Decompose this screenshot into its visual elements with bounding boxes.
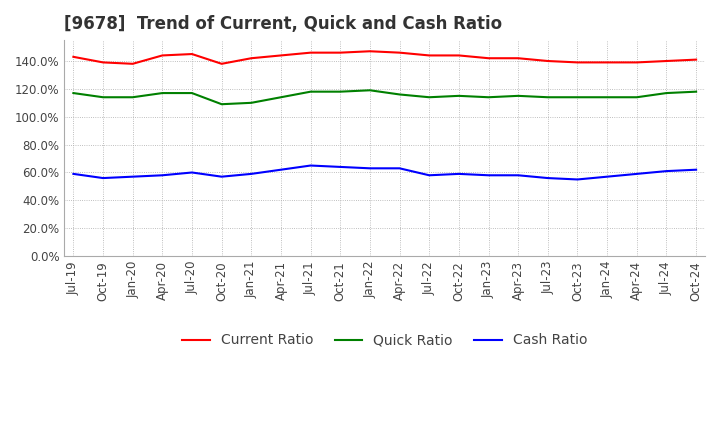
Cash Ratio [544, 176, 552, 181]
Legend: Current Ratio, Quick Ratio, Cash Ratio: Current Ratio, Quick Ratio, Cash Ratio [177, 328, 593, 353]
Current Ratio [276, 53, 285, 58]
Cash Ratio [454, 171, 463, 176]
Quick Ratio [573, 95, 582, 100]
Current Ratio [395, 50, 404, 55]
Current Ratio [188, 51, 197, 57]
Current Ratio [69, 54, 78, 59]
Quick Ratio [425, 95, 433, 100]
Current Ratio [514, 55, 523, 61]
Quick Ratio [158, 91, 166, 96]
Quick Ratio [692, 89, 701, 94]
Cash Ratio [514, 172, 523, 178]
Quick Ratio [217, 102, 226, 107]
Current Ratio [158, 53, 166, 58]
Current Ratio [128, 61, 137, 66]
Cash Ratio [425, 172, 433, 178]
Quick Ratio [395, 92, 404, 97]
Current Ratio [99, 60, 107, 65]
Cash Ratio [247, 171, 256, 176]
Cash Ratio [395, 166, 404, 171]
Cash Ratio [158, 172, 166, 178]
Cash Ratio [632, 171, 641, 176]
Cash Ratio [217, 174, 226, 180]
Line: Cash Ratio: Cash Ratio [73, 165, 696, 180]
Quick Ratio [69, 91, 78, 96]
Quick Ratio [514, 93, 523, 99]
Current Ratio [573, 60, 582, 65]
Current Ratio [306, 50, 315, 55]
Current Ratio [454, 53, 463, 58]
Quick Ratio [306, 89, 315, 94]
Current Ratio [662, 59, 671, 64]
Cash Ratio [276, 167, 285, 172]
Cash Ratio [128, 174, 137, 180]
Quick Ratio [276, 95, 285, 100]
Quick Ratio [128, 95, 137, 100]
Cash Ratio [573, 177, 582, 182]
Quick Ratio [454, 93, 463, 99]
Current Ratio [485, 55, 493, 61]
Cash Ratio [366, 166, 374, 171]
Line: Quick Ratio: Quick Ratio [73, 90, 696, 104]
Quick Ratio [366, 88, 374, 93]
Current Ratio [247, 55, 256, 61]
Quick Ratio [336, 89, 345, 94]
Current Ratio [692, 57, 701, 62]
Quick Ratio [188, 91, 197, 96]
Cash Ratio [188, 170, 197, 175]
Quick Ratio [662, 91, 671, 96]
Current Ratio [632, 60, 641, 65]
Cash Ratio [485, 172, 493, 178]
Current Ratio [336, 50, 345, 55]
Cash Ratio [69, 171, 78, 176]
Cash Ratio [662, 169, 671, 174]
Quick Ratio [603, 95, 611, 100]
Line: Current Ratio: Current Ratio [73, 51, 696, 64]
Current Ratio [603, 60, 611, 65]
Quick Ratio [632, 95, 641, 100]
Text: [9678]  Trend of Current, Quick and Cash Ratio: [9678] Trend of Current, Quick and Cash … [65, 15, 503, 33]
Quick Ratio [544, 95, 552, 100]
Current Ratio [425, 53, 433, 58]
Cash Ratio [336, 164, 345, 169]
Current Ratio [366, 48, 374, 54]
Cash Ratio [99, 176, 107, 181]
Quick Ratio [99, 95, 107, 100]
Cash Ratio [603, 174, 611, 180]
Cash Ratio [306, 163, 315, 168]
Quick Ratio [247, 100, 256, 106]
Current Ratio [217, 61, 226, 66]
Quick Ratio [485, 95, 493, 100]
Current Ratio [544, 59, 552, 64]
Cash Ratio [692, 167, 701, 172]
